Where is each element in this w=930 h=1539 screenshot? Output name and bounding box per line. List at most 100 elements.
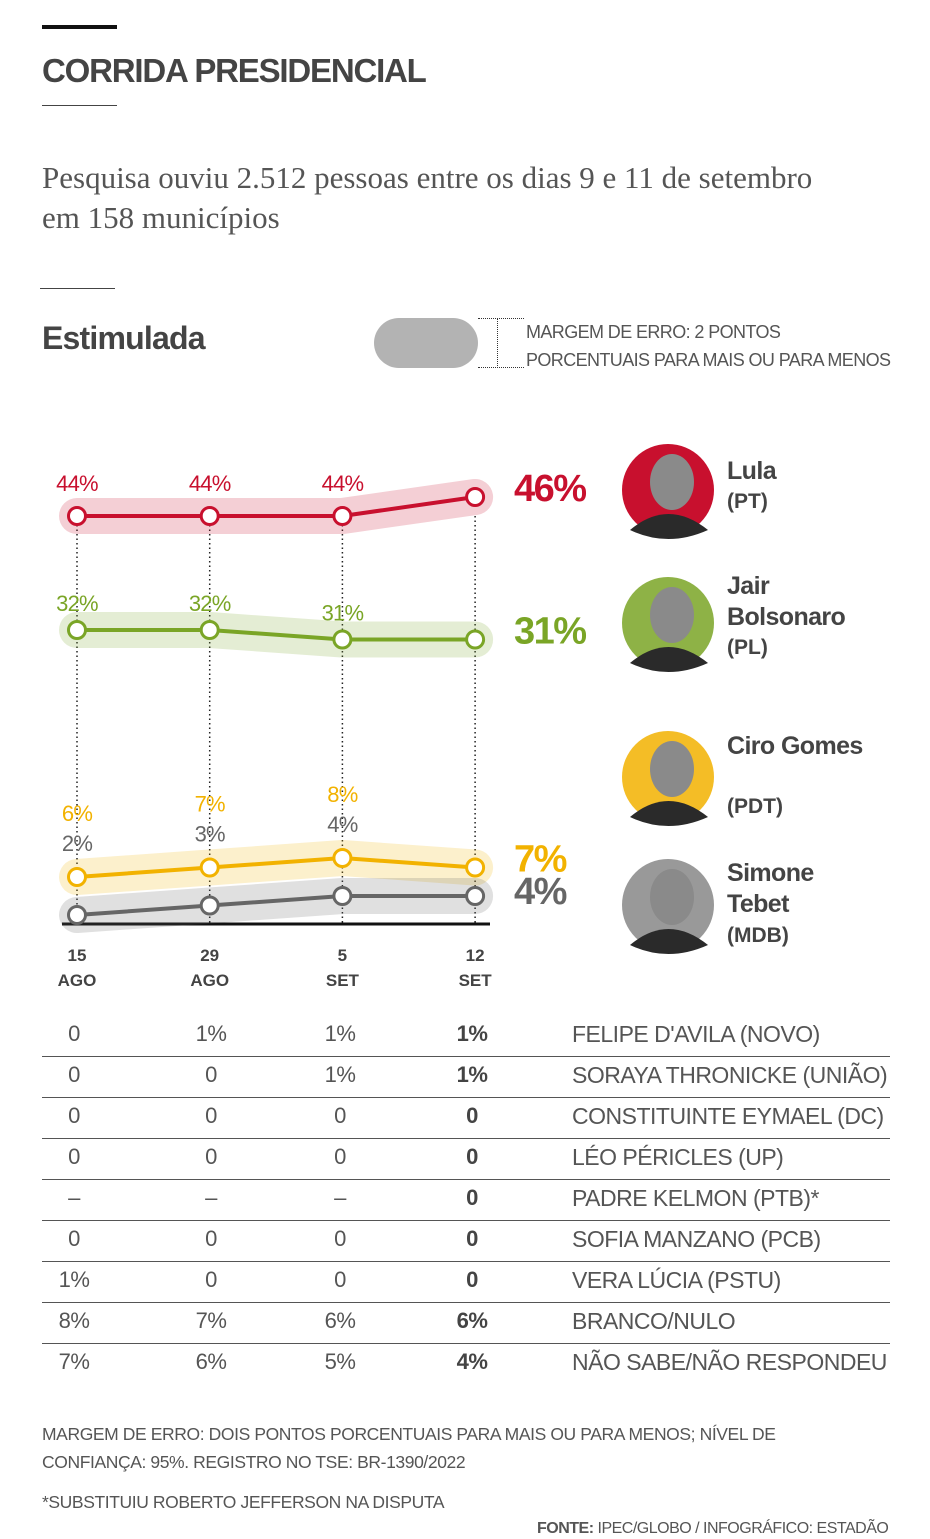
x-tick-label: 29 AGO xyxy=(190,946,230,990)
table-row-label: NÃO SABE/NÃO RESPONDEU xyxy=(572,1349,887,1375)
table-cell: 0 xyxy=(334,1226,346,1251)
point xyxy=(465,629,486,650)
note: *SUBSTITUIU ROBERTO JEFFERSON NA DISPUTA xyxy=(42,1492,445,1512)
table-cell: 6% xyxy=(195,1349,227,1374)
series-line xyxy=(76,894,476,917)
end-label: 4% xyxy=(514,871,567,913)
point xyxy=(67,620,87,640)
table-cell: – xyxy=(68,1185,80,1210)
value-label: 44% xyxy=(56,471,98,496)
table-cell: 1% xyxy=(58,1267,90,1292)
end-label: 31% xyxy=(514,611,586,653)
value-label: 32% xyxy=(189,591,231,616)
table-cell: 0 xyxy=(466,1103,478,1128)
table-cell: 0 xyxy=(466,1267,478,1292)
value-label: 8% xyxy=(327,782,357,807)
x-tick-label: 12 SET xyxy=(458,946,492,990)
table-cell: 0 xyxy=(68,1144,80,1169)
table-row-label: SORAYA THRONICKE (UNIÃO) xyxy=(572,1062,888,1088)
source-label: FONTE: xyxy=(537,1520,594,1537)
title-rule xyxy=(42,105,117,106)
table-row-label: FELIPE D'AVILA (NOVO) xyxy=(572,1021,820,1047)
table-cell: 7% xyxy=(58,1349,90,1374)
legend-party: (PDT) xyxy=(727,795,783,818)
series-line xyxy=(77,495,476,518)
table-cell: 0 xyxy=(466,1185,478,1210)
chart: 44% 44% 44% 46% 32% 32% 31% 31% 6% 7% 8% 7% 2% 3% 4% 4% xyxy=(56,444,714,954)
table-cell: 0 xyxy=(68,1062,80,1087)
table-cell: 7% xyxy=(195,1308,227,1333)
top-rule xyxy=(42,25,117,29)
portrait-face xyxy=(650,454,694,510)
value-label: 44% xyxy=(322,471,364,496)
point xyxy=(199,620,220,640)
point xyxy=(332,886,353,906)
source: FONTE: IPEC/GLOBO / INFOGRÁFICO: ESTADÃO xyxy=(537,1520,889,1538)
end-label: 46% xyxy=(514,468,586,510)
table-cell: 0 xyxy=(466,1226,478,1251)
value-label: 31% xyxy=(322,600,364,625)
portrait-body xyxy=(630,647,708,672)
table-cell: 1% xyxy=(456,1021,488,1046)
table-cell: – xyxy=(205,1185,217,1210)
table-cell: 0 xyxy=(334,1144,346,1169)
legend-name: Simone Tebet xyxy=(727,859,814,918)
series-line xyxy=(76,855,476,879)
row-divider xyxy=(42,1097,890,1098)
legend-name: Jair Bolsonaro xyxy=(727,572,846,631)
value-label: 3% xyxy=(195,821,225,846)
value-label: 6% xyxy=(62,801,92,826)
legend-party: (PL) xyxy=(727,636,768,659)
portrait-face xyxy=(650,869,694,925)
table-cell: 0 xyxy=(205,1103,217,1128)
section-title: Estimulada xyxy=(42,320,206,356)
point xyxy=(199,895,220,916)
margin-bracket-v xyxy=(497,318,498,366)
table-cell: 1% xyxy=(195,1021,227,1046)
table-row-label: SOFIA MANZANO (PCB) xyxy=(572,1226,821,1252)
table-cell: 0 xyxy=(205,1062,217,1087)
table-cell: 1% xyxy=(456,1062,488,1087)
source-text: IPEC/GLOBO / INFOGRÁFICO: ESTADÃO xyxy=(597,1520,889,1537)
note: MARGEM DE ERRO: DOIS PONTOS PORCENTUAIS … xyxy=(42,1424,776,1472)
point xyxy=(67,867,87,887)
table-cell: 0 xyxy=(205,1144,217,1169)
table-cell: – xyxy=(334,1185,346,1210)
row-divider xyxy=(42,1056,890,1057)
x-tick-label: 15 AGO xyxy=(57,946,97,990)
value-label: 32% xyxy=(56,591,98,616)
table-cell: 6% xyxy=(324,1308,356,1333)
row-divider xyxy=(42,1302,890,1303)
row-divider xyxy=(42,1343,890,1344)
point xyxy=(67,506,87,526)
value-label: 7% xyxy=(195,791,225,816)
table-cell: 1% xyxy=(324,1021,356,1046)
point xyxy=(465,857,486,878)
table-cell: 0 xyxy=(334,1103,346,1128)
point xyxy=(332,629,353,650)
table-row-label: LÉO PÉRICLES (UP) xyxy=(572,1144,784,1170)
row-divider xyxy=(42,1179,890,1180)
table-row-label: PADRE KELMON (PTB)* xyxy=(572,1185,819,1211)
point xyxy=(465,487,486,507)
title: CORRIDA PRESIDENCIAL xyxy=(42,52,427,89)
row-divider xyxy=(42,1138,890,1139)
table-cell: 0 xyxy=(68,1103,80,1128)
value-label: 44% xyxy=(189,471,231,496)
portrait-body xyxy=(630,801,708,826)
x-tick-label: 5 SET xyxy=(325,946,359,990)
table-cell: 0 xyxy=(334,1267,346,1292)
table-row-label: VERA LÚCIA (PSTU) xyxy=(572,1267,781,1293)
margin-bracket xyxy=(478,318,524,368)
legend-party: (MDB) xyxy=(727,924,789,947)
table-row-label: BRANCO/NULO xyxy=(572,1308,736,1334)
table-cell: 0 xyxy=(466,1144,478,1169)
row-divider xyxy=(42,1220,890,1221)
section-rule xyxy=(40,288,115,289)
series-line xyxy=(77,628,476,642)
point xyxy=(332,848,353,868)
value-label: 4% xyxy=(327,812,357,837)
point xyxy=(332,506,353,526)
legend-name: Ciro Gomes xyxy=(727,732,863,760)
